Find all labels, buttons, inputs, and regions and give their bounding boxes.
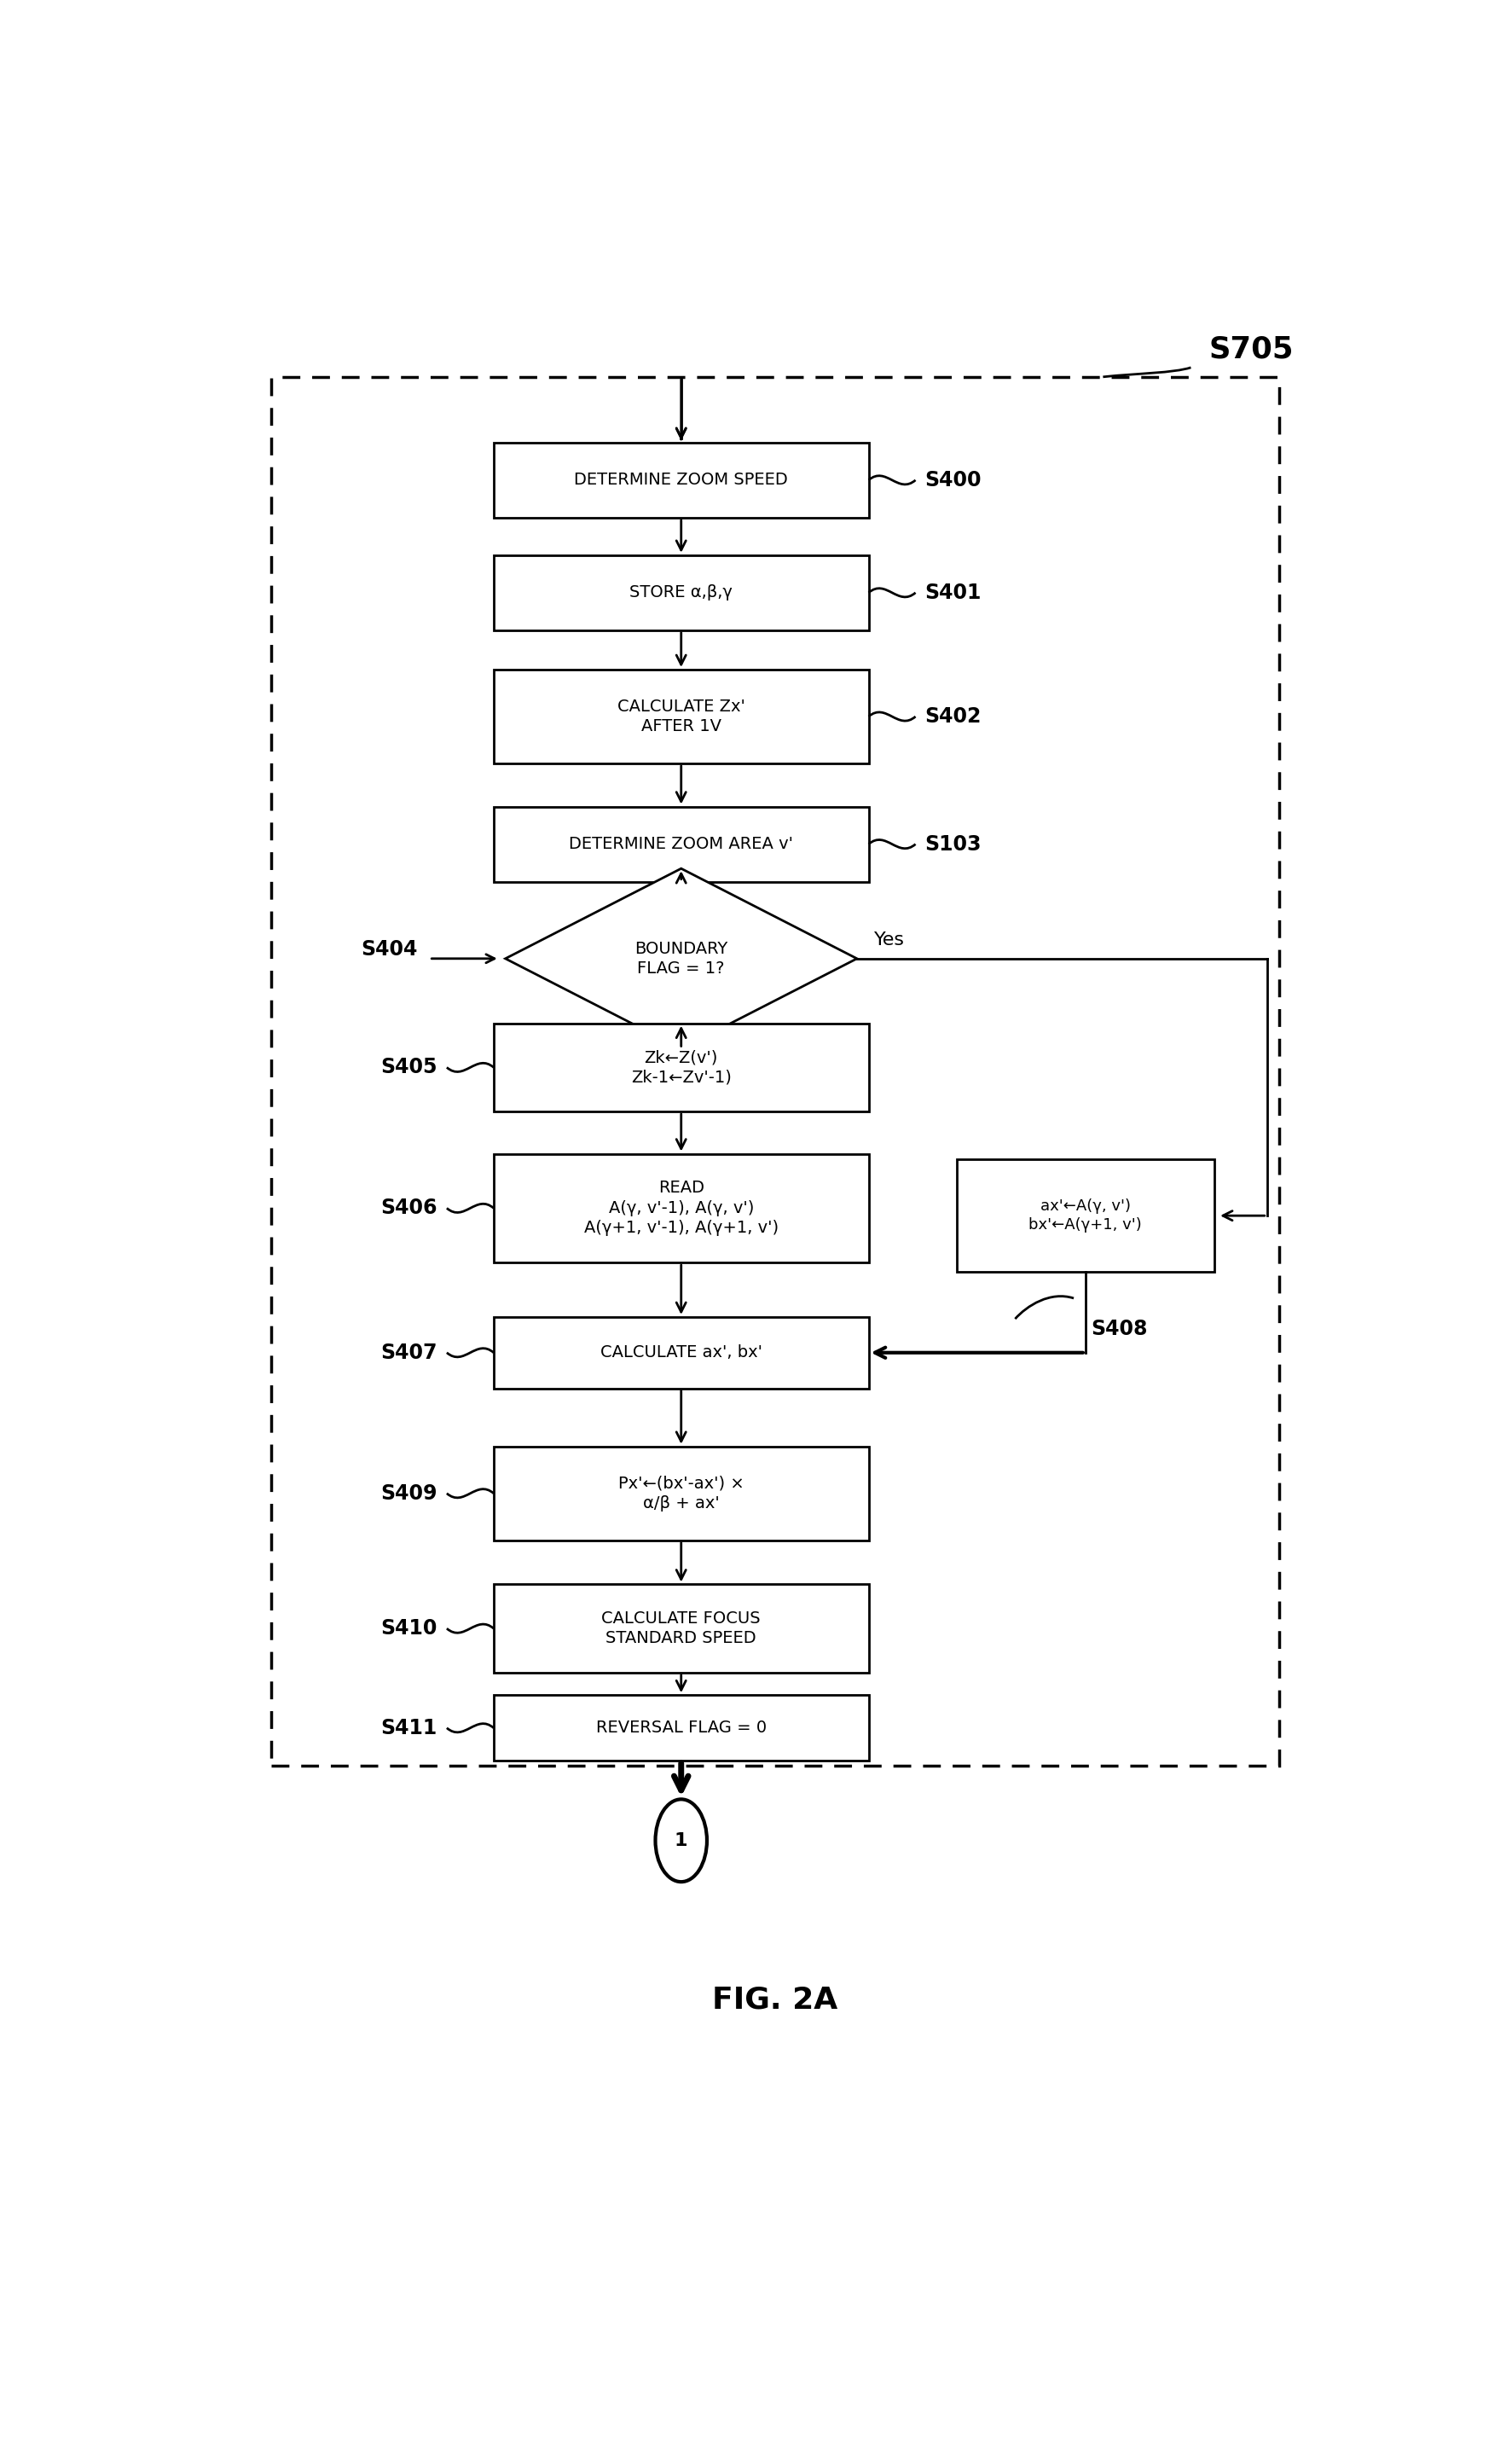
FancyBboxPatch shape bbox=[493, 670, 869, 763]
Circle shape bbox=[655, 1799, 708, 1881]
Text: S402: S402 bbox=[925, 707, 981, 726]
Text: DETERMINE ZOOM SPEED: DETERMINE ZOOM SPEED bbox=[575, 473, 788, 487]
Text: DETERMINE ZOOM AREA v': DETERMINE ZOOM AREA v' bbox=[569, 836, 794, 853]
FancyBboxPatch shape bbox=[493, 1584, 869, 1672]
Text: STORE α,β,γ: STORE α,β,γ bbox=[629, 585, 733, 602]
Text: S705: S705 bbox=[1208, 334, 1293, 363]
Text: CALCULATE ax', bx': CALCULATE ax', bx' bbox=[600, 1345, 762, 1360]
Polygon shape bbox=[505, 868, 857, 1048]
Text: S400: S400 bbox=[925, 470, 981, 490]
Text: Yes: Yes bbox=[874, 931, 906, 948]
Text: READ
A(γ, v'-1), A(γ, v')
A(γ+1, v'-1), A(γ+1, v'): READ A(γ, v'-1), A(γ, v') A(γ+1, v'-1), … bbox=[584, 1180, 779, 1236]
Text: CALCULATE Zx'
AFTER 1V: CALCULATE Zx' AFTER 1V bbox=[617, 699, 745, 734]
Text: 1: 1 bbox=[674, 1833, 688, 1850]
Text: S103: S103 bbox=[925, 833, 981, 855]
FancyBboxPatch shape bbox=[957, 1160, 1214, 1272]
Text: FIG. 2A: FIG. 2A bbox=[712, 1986, 838, 2015]
Text: S401: S401 bbox=[925, 582, 981, 602]
Text: No: No bbox=[702, 1058, 727, 1075]
Text: S411: S411 bbox=[381, 1718, 437, 1738]
Text: S406: S406 bbox=[381, 1199, 437, 1218]
Text: Px'←(bx'-ax') ×
α/β + ax': Px'←(bx'-ax') × α/β + ax' bbox=[618, 1474, 744, 1511]
FancyBboxPatch shape bbox=[493, 1696, 869, 1762]
FancyBboxPatch shape bbox=[493, 1024, 869, 1111]
Text: S405: S405 bbox=[381, 1058, 437, 1077]
Text: S409: S409 bbox=[381, 1484, 437, 1504]
Text: S410: S410 bbox=[381, 1618, 437, 1638]
FancyBboxPatch shape bbox=[493, 1448, 869, 1540]
Text: Zk←Z(v')
Zk-1←Zv'-1): Zk←Z(v') Zk-1←Zv'-1) bbox=[631, 1050, 732, 1084]
Text: S408: S408 bbox=[1092, 1318, 1148, 1340]
Text: S407: S407 bbox=[381, 1343, 437, 1362]
FancyBboxPatch shape bbox=[493, 556, 869, 631]
FancyBboxPatch shape bbox=[493, 1316, 869, 1389]
Text: REVERSAL FLAG = 0: REVERSAL FLAG = 0 bbox=[596, 1721, 767, 1735]
FancyBboxPatch shape bbox=[493, 807, 869, 882]
FancyBboxPatch shape bbox=[493, 444, 869, 517]
Text: CALCULATE FOCUS
STANDARD SPEED: CALCULATE FOCUS STANDARD SPEED bbox=[602, 1611, 761, 1647]
Text: BOUNDARY
FLAG = 1?: BOUNDARY FLAG = 1? bbox=[635, 941, 727, 977]
Text: ax'←A(γ, v')
bx'←A(γ+1, v'): ax'←A(γ, v') bx'←A(γ+1, v') bbox=[1028, 1199, 1142, 1233]
FancyBboxPatch shape bbox=[493, 1153, 869, 1262]
Text: S404: S404 bbox=[361, 938, 417, 960]
